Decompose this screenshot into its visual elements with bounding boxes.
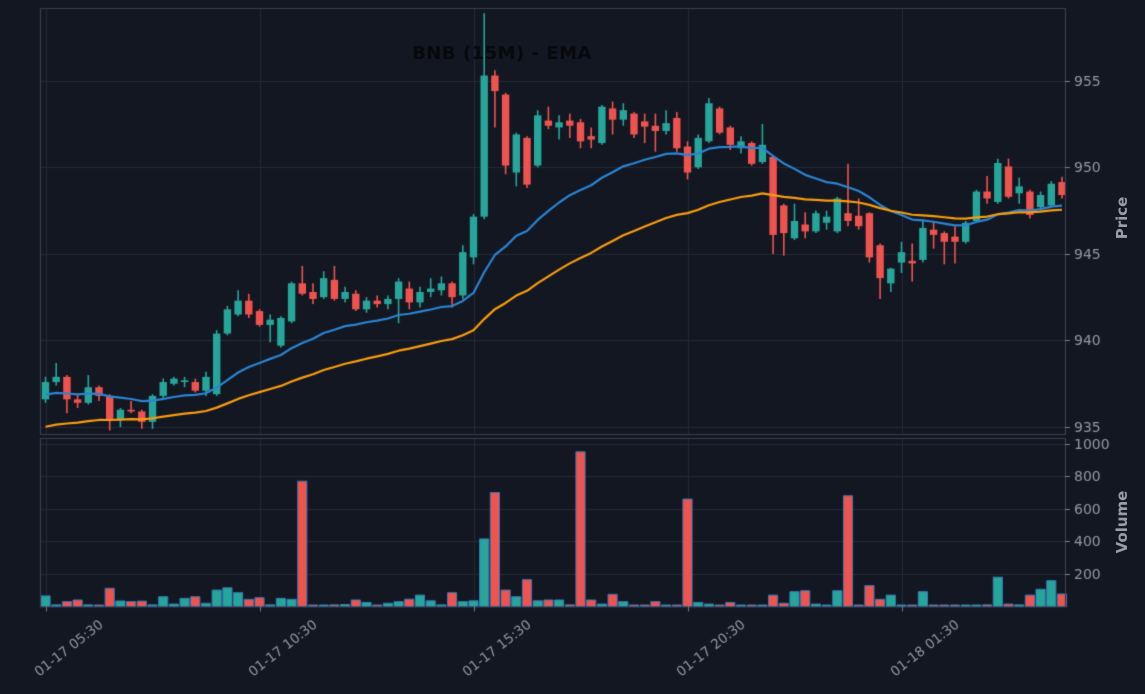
price-volume-chart-canvas bbox=[0, 0, 1145, 694]
candlestick-chart-figure: BNB (15M) - EMA Price Volume bbox=[0, 0, 1145, 694]
